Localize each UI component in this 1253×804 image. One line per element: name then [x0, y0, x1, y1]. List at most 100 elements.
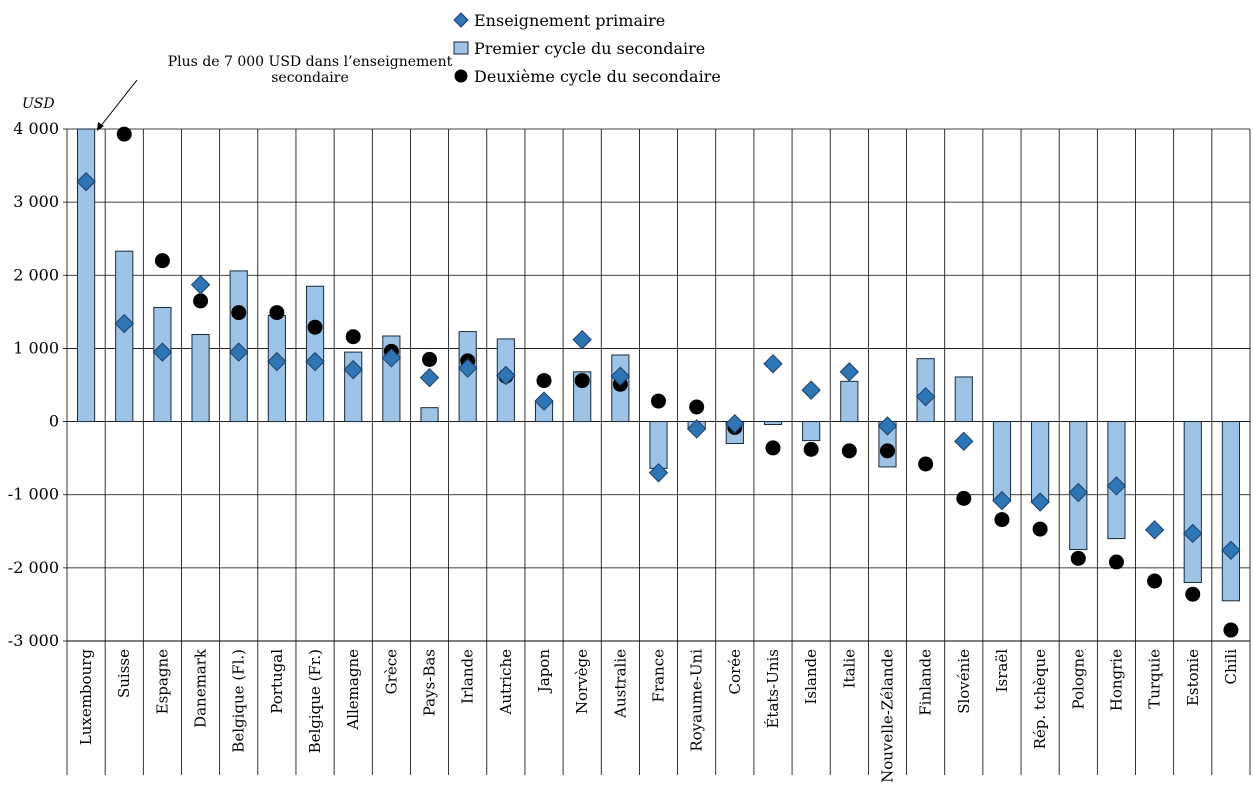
diamond-marker-17 [725, 414, 745, 434]
bar-19 [802, 421, 821, 442]
x-tick-label: Belgique (Fr.) [306, 649, 324, 753]
diamond-marker-10 [457, 358, 478, 378]
y-tick-label: -2 000 [8, 558, 59, 577]
x-tick-label: Hongrie [1107, 649, 1125, 711]
annotation-arrowhead [97, 122, 104, 131]
x-tick-label: Corée [726, 649, 744, 695]
x-tick-label: Israël [993, 649, 1011, 693]
y-tick-label: -3 000 [8, 631, 59, 650]
bar-18 [763, 421, 783, 425]
diamond-marker-24 [992, 490, 1012, 511]
x-tick-label: Australie [611, 649, 629, 719]
diamond-marker-5 [267, 351, 287, 372]
y-axis-unit: USD [22, 96, 55, 112]
legend-label-primary: Enseignement primaire [474, 10, 666, 30]
bar-24 [992, 421, 1012, 502]
legend: Enseignement primaire Premier cycle du s… [453, 6, 721, 90]
x-tick-label: Italie [840, 649, 858, 688]
bar-23 [954, 376, 973, 423]
diamond-marker-28 [1144, 520, 1165, 540]
x-tick-label: Chili [1222, 649, 1240, 685]
x-tick-label: Royaume-Uni [688, 649, 706, 752]
y-tick-label: 4 000 [13, 119, 59, 138]
diamond-marker-14 [610, 366, 631, 386]
bar-30 [1221, 421, 1241, 602]
circle-marker-7 [345, 329, 361, 345]
x-tick-label: France [650, 649, 668, 703]
diamond-marker-20 [839, 362, 860, 382]
y-tick-label: -1 000 [8, 485, 59, 504]
x-tick-label: Belgique (Fl.) [230, 649, 248, 753]
x-tick-label: Norvège [573, 649, 591, 714]
legend-item-upper-secondary: Deuxième cycle du secondaire [453, 62, 721, 90]
circle-marker-24 [994, 512, 1010, 528]
x-tick-label: Turquie [1146, 649, 1164, 709]
y-tick-labels: -3 000 -2 000 -1 000 0 1 000 2 000 3 000 4 000 [8, 119, 59, 650]
x-tick-label: Autriche [497, 649, 515, 716]
circle-marker-18 [765, 440, 781, 456]
legend-item-primary: Enseignement primaire [453, 6, 721, 34]
y-tick-label: 1 000 [13, 338, 59, 357]
bar-0 [76, 128, 96, 423]
diamond-marker-23 [954, 431, 974, 452]
circle-marker-2 [154, 253, 170, 269]
circle-marker-22 [918, 456, 934, 472]
x-tick-label: Finlande [917, 649, 935, 716]
diamond-marker-4 [229, 342, 249, 362]
circle-marker-27 [1108, 554, 1124, 570]
x-category-labels: Luxembourg Suisse Espagne Danemark Belgique … [77, 648, 1240, 783]
circle-marker-21 [879, 443, 895, 459]
diamond-marker-16 [686, 419, 707, 439]
diamond-marker-3 [190, 275, 211, 295]
diamond-marker-2 [152, 342, 173, 362]
annotation-text: Plus de 7 000 USD dans l’enseignement se… [167, 54, 453, 86]
diamond-marker-11 [496, 365, 516, 386]
x-tick-label: Estonie [1184, 649, 1202, 706]
x-tick-label: Nouvelle-Zélande [878, 649, 896, 783]
circle-marker-6 [307, 319, 323, 335]
x-tick-label: Pays-Bas [421, 649, 439, 716]
circle-marker-20 [841, 443, 857, 459]
bar-1 [115, 250, 134, 423]
x-tick-label: Rép. tchèque [1031, 649, 1049, 750]
diamond-marker-13 [572, 329, 592, 350]
diamond-marker-15 [648, 463, 669, 483]
diamond-marker-19 [801, 380, 821, 400]
primary-markers [76, 171, 1241, 561]
circle-marker-4 [231, 305, 247, 321]
bar-9 [420, 407, 439, 423]
circle-marker-12 [536, 373, 552, 389]
x-tick-label: Luxembourg [77, 649, 95, 746]
circle-marker-5 [269, 305, 285, 321]
y-tick-label: 0 [49, 412, 59, 431]
x-tick-label: Suisse [115, 649, 133, 698]
x-tick-label: Irlande [459, 649, 477, 704]
diamond-marker-7 [343, 359, 363, 380]
diamond-marker-8 [381, 348, 402, 368]
diamond-marker-26 [1068, 482, 1088, 503]
bar-3 [191, 334, 210, 423]
diamond-marker-12 [534, 391, 554, 411]
circle-marker-19 [803, 441, 819, 457]
y-tick-label: 2 000 [13, 265, 59, 284]
diamond-marker-30 [1221, 540, 1241, 561]
x-tick-label: Pologne [1069, 649, 1087, 710]
circle-marker-9 [422, 351, 438, 367]
x-tick-label: Espagne [153, 649, 171, 714]
x-tick-label: Danemark [192, 648, 210, 728]
diamond-marker-27 [1106, 476, 1127, 496]
diamond-marker-25 [1030, 492, 1050, 512]
y-tick-label: 3 000 [13, 192, 59, 211]
annotation-arrow [99, 79, 138, 128]
circle-marker-29 [1185, 586, 1201, 602]
x-tick-label: Japon [535, 649, 553, 695]
secondary-lower-bars [76, 128, 1241, 602]
bar-25 [1031, 421, 1050, 502]
x-tick-label: Islande [802, 649, 820, 705]
circle-marker-26 [1070, 550, 1086, 566]
bar-15 [649, 421, 668, 469]
diamond-marker-29 [1183, 523, 1203, 544]
circle-marker-16 [689, 399, 705, 415]
diamond-marker-0 [76, 171, 96, 192]
